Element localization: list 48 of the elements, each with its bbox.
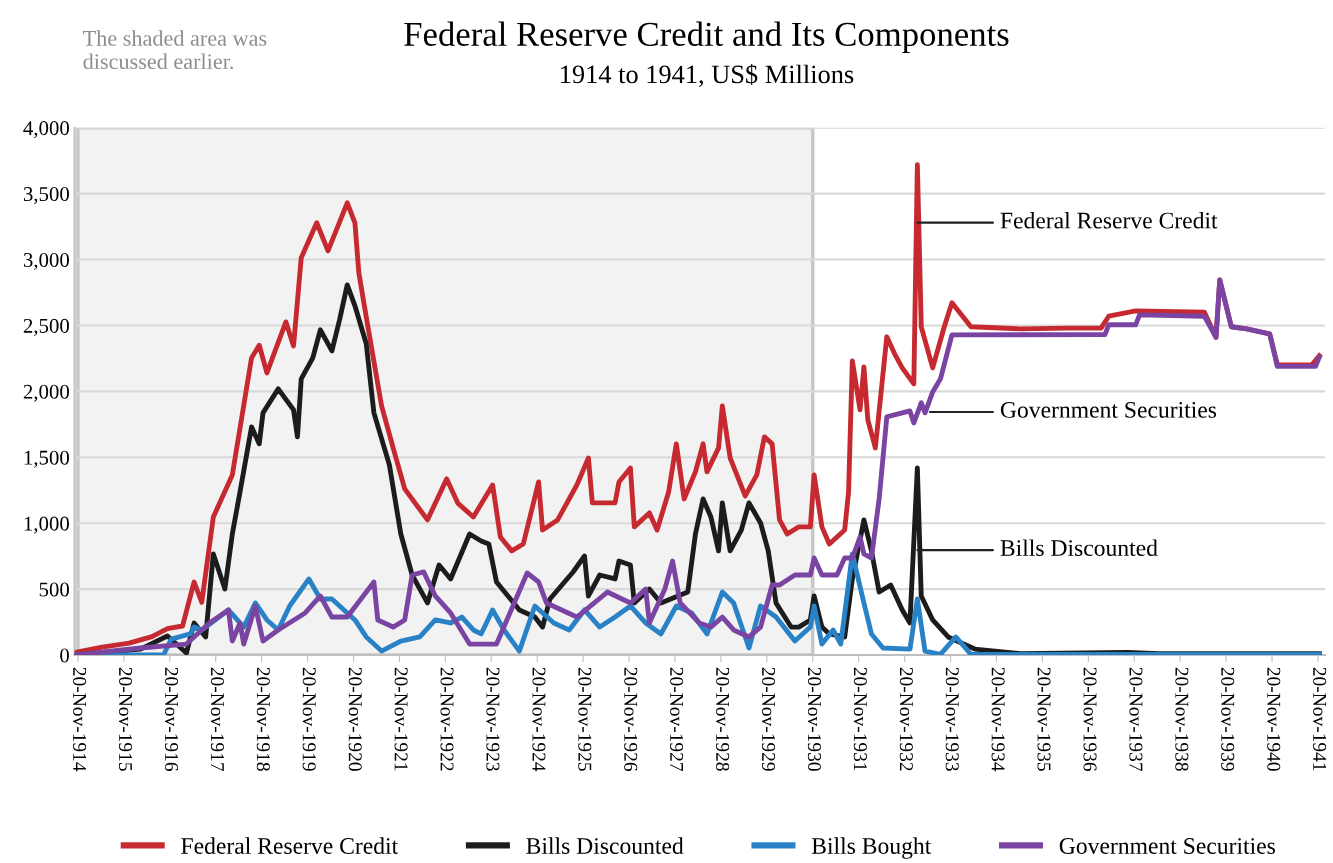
x-tick-label: 20-Nov-1926 [624,667,638,772]
y-tick-label: 500 [39,582,69,597]
x-tick-label: 20-Nov-1928 [716,667,730,771]
x-tick-label: 20-Nov-1932 [899,667,913,771]
x-tick-label: 20-Nov-1929 [761,667,776,771]
x-tick-label: 20-Nov-1923 [486,667,500,771]
x-tick-label: 20-Nov-1938 [1175,667,1189,771]
y-tick-label: 0 [60,648,69,663]
legend-label: Bills Discounted [526,837,684,854]
x-tick-label: 20-Nov-1931 [853,667,867,771]
x-tick-label: 20-Nov-1921 [394,667,408,771]
annotation: Federal Reserve Credit [1000,211,1218,229]
line-series [74,162,1322,655]
y-tick-label: 1,500 [24,450,69,468]
x-tick-label: 20-Nov-1918 [256,667,270,771]
y-tick-label: 4,000 [23,121,69,139]
y-tick-label: 3,500 [23,187,69,205]
x-tick-label: 20-Nov-1930 [807,667,821,771]
x-tick-label: 20-Nov-1916 [164,667,179,772]
x-tick-label: 20-Nov-1935 [1037,667,1051,771]
text: The shaded area was discussed earlier. [83,30,267,70]
x-tick-label: 20-Nov-1922 [440,667,454,771]
y-tick-label: 2,500 [23,318,69,336]
x-tick-label: 20-Nov-1915 [118,667,133,771]
x-tick-label: 20-Nov-1920 [348,667,362,771]
x-tick-label: 20-Nov-1937 [1129,667,1143,772]
x-tick-label: 20-Nov-1934 [991,667,1005,772]
legend-label: Federal Reserve Credit [181,837,399,854]
annotation: Bills Discounted [1000,539,1158,556]
legend-label: Bills Bought [811,837,932,859]
x-tick-label: 20-Nov-1925 [578,667,592,771]
x-tick-label: 20-Nov-1914 [73,667,87,772]
y-tick-label: 1,000 [24,516,69,534]
x-tick-label: 20-Nov-1939 [1221,667,1235,771]
x-tick-label: 20-Nov-1933 [945,667,959,771]
x-tick-label: 20-Nov-1919 [302,667,316,771]
y-tick-label: 2,000 [23,384,69,402]
x-tick-label: 20-Nov-1927 [670,667,684,772]
y-tick-label: 3,000 [23,252,69,270]
chart-subtitle: 1914 to 1941, US$ Millions [561,63,854,88]
x-tick-label: 20-Nov-1940 [1267,667,1281,771]
annotation: Government Securities [1000,401,1217,418]
x-tick-label: 20-Nov-1936 [1083,667,1097,772]
x-tick-label: 20-Nov-1917 [210,667,224,772]
legend-label: Government Securities [1059,838,1275,854]
x-tick-label: 20-Nov-1941 [1313,667,1327,771]
chart-title: Federal Reserve Credit and Its Components [404,21,1009,54]
x-tick-label: 20-Nov-1924 [532,667,546,772]
